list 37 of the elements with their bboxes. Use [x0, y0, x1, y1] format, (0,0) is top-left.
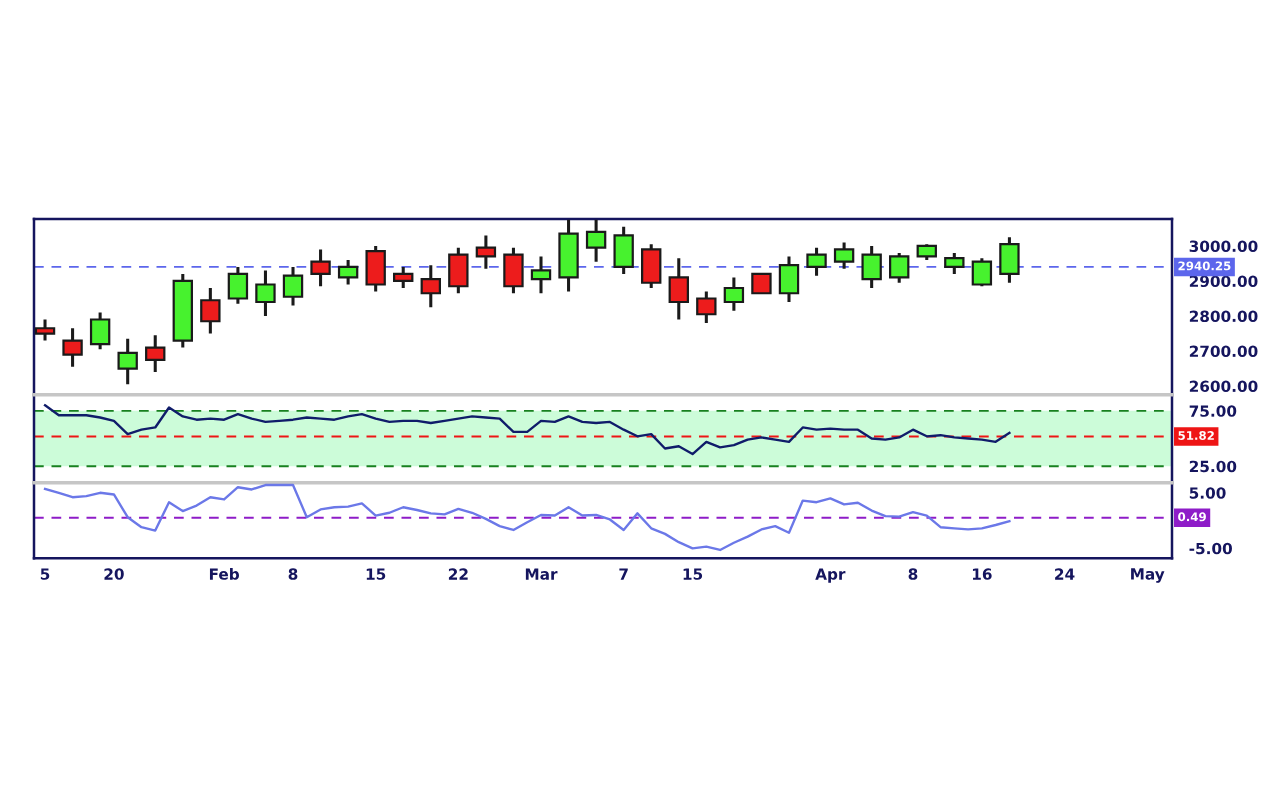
ref-line-label: 0.49: [1178, 512, 1206, 522]
candlestick: [751, 272, 772, 295]
x-tick-label: May: [1131, 568, 1165, 583]
candlestick: [282, 266, 304, 306]
y-tick-label: 2700.00: [1189, 345, 1258, 358]
y-tick-label: 3000.00: [1189, 240, 1258, 252]
y-tick-label: -5.00: [1189, 542, 1232, 555]
candlestick: [255, 270, 276, 317]
ref-line-label: 51.82: [1178, 431, 1214, 440]
x-tick-label: Apr: [815, 568, 846, 583]
y-tick-label: 75.00: [1189, 405, 1237, 417]
x-tick-label: 24: [1055, 568, 1075, 580]
x-tick-label: 7: [619, 568, 628, 580]
x-tick-label: Mar: [525, 568, 558, 580]
candlestick: [420, 265, 441, 308]
line-series: [43, 483, 1011, 552]
candlestick: [530, 256, 552, 294]
candlestick: [668, 258, 689, 320]
y-tick-label: 2600.00: [1189, 380, 1258, 393]
x-tick-label: 16: [972, 568, 992, 580]
y-tick-label: 2900.00: [1189, 275, 1258, 288]
y-tick-label: 2800.00: [1189, 310, 1258, 323]
x-tick-label: 20: [104, 568, 124, 580]
y-tick-label: 5.00: [1189, 487, 1226, 499]
x-tick-label: Feb: [209, 568, 239, 580]
x-tick-label: 15: [683, 568, 703, 580]
x-tick-label: 22: [448, 568, 468, 580]
line-series: [43, 404, 1011, 456]
ref-line-label: 2940.25: [1178, 261, 1231, 271]
x-tick-label: 8: [288, 568, 298, 580]
x-tick-label: 15: [366, 568, 386, 580]
x-tick-label: 8: [908, 568, 918, 580]
y-tick-label: 25.00: [1189, 460, 1237, 473]
candlestick: [778, 256, 800, 302]
candlestick: [585, 219, 607, 262]
candlestick: [34, 319, 56, 341]
x-tick-label: 5: [40, 568, 50, 580]
